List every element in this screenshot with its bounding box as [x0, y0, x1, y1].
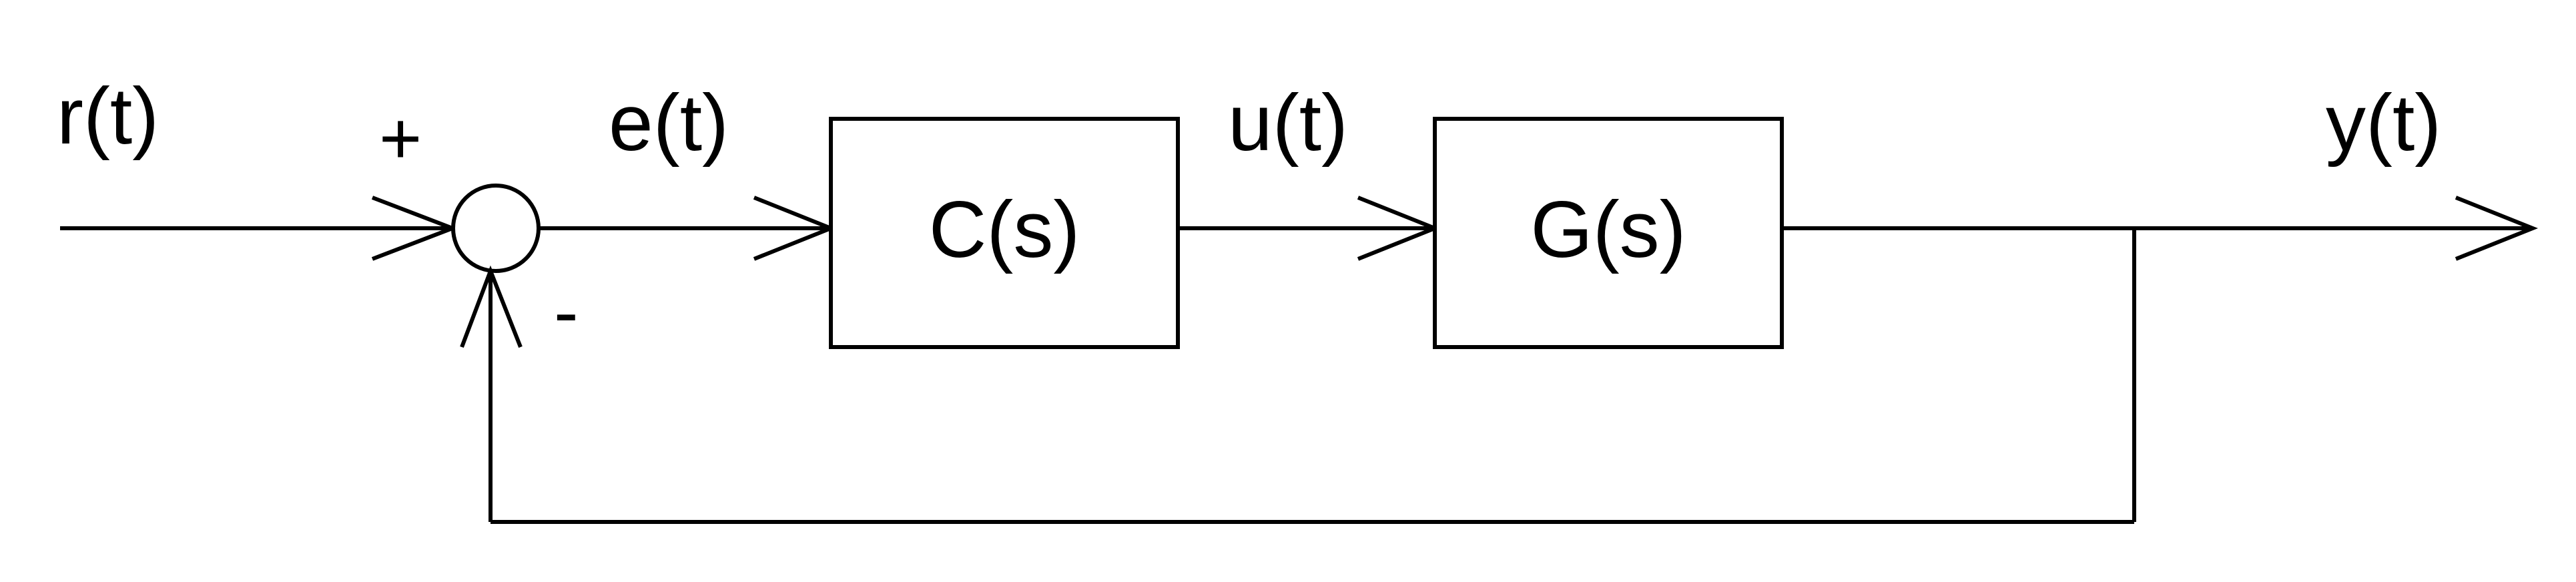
- reference-signal-label: r(t): [57, 71, 159, 161]
- feedback-arrowhead: [460, 265, 523, 348]
- controller-block-label: C(s): [929, 185, 1080, 274]
- error-signal-label: e(t): [609, 78, 729, 168]
- output-arrowhead: [2455, 196, 2539, 261]
- output-signal-label: y(t): [2326, 78, 2441, 168]
- plant-block: [1433, 117, 1784, 349]
- controller-block: [829, 117, 1180, 349]
- control-signal-label: u(t): [1228, 78, 1348, 168]
- minus-sign: -: [554, 271, 579, 353]
- summing-junction: [451, 184, 541, 273]
- plus-sign: +: [379, 97, 422, 180]
- plant-block-label: G(s): [1530, 185, 1686, 274]
